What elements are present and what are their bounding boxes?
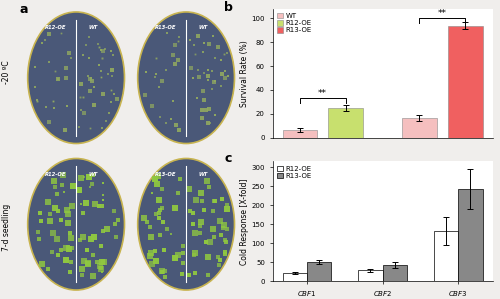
- Text: R12-OE: R12-OE: [45, 25, 66, 30]
- Ellipse shape: [138, 12, 234, 144]
- Bar: [282, 130, 317, 138]
- Text: c: c: [224, 152, 232, 165]
- Bar: [358, 270, 382, 281]
- Text: WT: WT: [88, 172, 98, 177]
- Bar: [434, 231, 458, 281]
- Text: 7-d seedling: 7-d seedling: [2, 204, 12, 251]
- Bar: [328, 108, 363, 138]
- Legend: WT, R12-OE, R13-OE: WT, R12-OE, R13-OE: [276, 13, 312, 34]
- Text: WT: WT: [198, 172, 207, 177]
- Bar: [402, 118, 436, 138]
- Bar: [282, 273, 306, 281]
- Y-axis label: Cold Response [X-fold]: Cold Response [X-fold]: [240, 178, 248, 265]
- Text: WT: WT: [88, 25, 98, 30]
- Y-axis label: Survival Rate (%): Survival Rate (%): [240, 40, 248, 107]
- Text: R12-OE: R12-OE: [45, 172, 66, 177]
- Bar: [382, 265, 406, 281]
- Text: WT: WT: [198, 25, 207, 30]
- Text: R13-OE: R13-OE: [155, 25, 176, 30]
- Bar: [458, 189, 482, 281]
- Text: **: **: [438, 9, 447, 18]
- Ellipse shape: [28, 158, 124, 290]
- Legend: R12-OE, R13-OE: R12-OE, R13-OE: [276, 165, 312, 179]
- Text: -20 ºC: -20 ºC: [2, 60, 12, 84]
- Text: R13-OE: R13-OE: [155, 172, 176, 177]
- Text: b: b: [224, 1, 233, 14]
- Ellipse shape: [138, 158, 234, 290]
- Bar: [448, 26, 482, 138]
- Text: a: a: [20, 3, 28, 16]
- Ellipse shape: [28, 12, 124, 144]
- Bar: [306, 262, 331, 281]
- Text: **: **: [318, 89, 327, 98]
